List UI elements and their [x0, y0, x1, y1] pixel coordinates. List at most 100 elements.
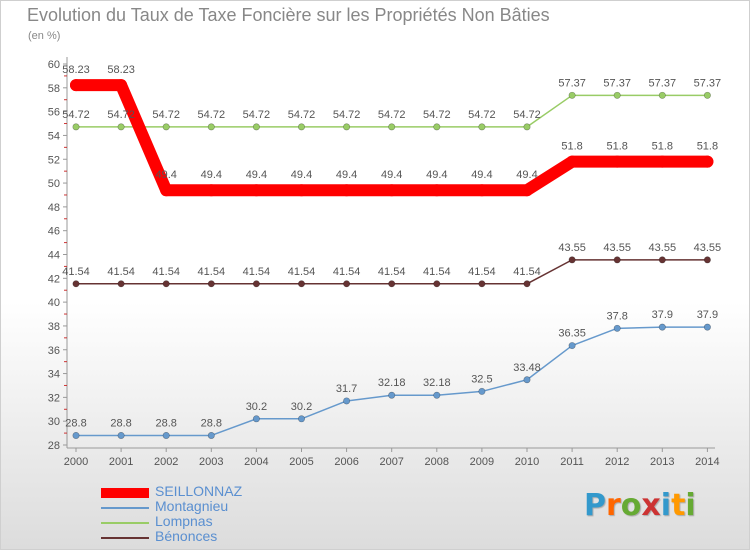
data-label-lompnas-2013: 57.37	[649, 77, 677, 89]
point-b-nonces-2001	[117, 280, 125, 288]
logo-letter: o	[620, 488, 642, 523]
data-label-seillonnaz-2014: 51.8	[697, 141, 718, 153]
point-lompnas-2001	[117, 123, 125, 131]
legend-label-seillonnaz: SEILLONNAZ	[155, 483, 243, 499]
point-lompnas-2003	[207, 123, 215, 131]
point-seillonnaz-2012	[611, 155, 624, 168]
legend-swatch-lompnas	[101, 522, 149, 524]
y-tick-label-28: 28	[48, 440, 60, 452]
point-montagnieu-2011	[568, 342, 576, 350]
point-lompnas-2010	[523, 123, 531, 131]
legend-item-seillonnaz: SEILLONNAZ	[101, 483, 321, 500]
data-label-montagnieu-2011: 36.35	[558, 328, 586, 340]
point-seillonnaz-2014	[701, 155, 714, 168]
point-seillonnaz-2004	[250, 184, 263, 197]
data-label-seillonnaz-2001: 58.23	[107, 64, 135, 76]
point-montagnieu-2004	[252, 415, 260, 423]
y-tick-label-34: 34	[48, 369, 60, 381]
data-label-seillonnaz-2002: 49.4	[155, 169, 176, 181]
point-seillonnaz-2000	[70, 79, 82, 92]
data-label-seillonnaz-2005: 49.4	[291, 169, 312, 181]
data-label-b-nonces-2011: 43.55	[558, 242, 586, 254]
data-label-lompnas-2012: 57.37	[603, 77, 631, 89]
point-montagnieu-2003	[207, 431, 215, 439]
legend-item-lompnas: Lompnas	[101, 513, 321, 530]
data-label-lompnas-2006: 54.72	[333, 109, 361, 121]
data-label-b-nonces-2007: 41.54	[378, 266, 406, 278]
y-tick-label-44: 44	[48, 250, 60, 262]
point-seillonnaz-2009	[475, 184, 488, 197]
point-b-nonces-2012	[613, 256, 621, 264]
data-label-montagnieu-2007: 32.18	[378, 377, 406, 389]
data-label-lompnas-2005: 54.72	[288, 109, 316, 121]
legend-label-lompnas: Lompnas	[155, 513, 213, 529]
point-b-nonces-2010	[523, 280, 531, 288]
logo-letter: t	[671, 488, 686, 523]
point-montagnieu-2000	[72, 431, 80, 439]
x-tick-label-2012: 2012	[605, 456, 629, 468]
data-label-montagnieu-2005: 30.2	[291, 401, 312, 413]
data-label-b-nonces-2001: 41.54	[107, 266, 135, 278]
data-label-lompnas-2001: 54.72	[107, 109, 135, 121]
point-b-nonces-2000	[72, 280, 80, 288]
point-b-nonces-2004	[252, 280, 260, 288]
point-lompnas-2014	[703, 91, 711, 99]
x-tick-label-2001: 2001	[109, 456, 133, 468]
data-label-lompnas-2008: 54.72	[423, 109, 451, 121]
y-tick-label-40: 40	[48, 297, 60, 309]
data-label-b-nonces-2000: 41.54	[62, 266, 90, 278]
point-montagnieu-2005	[297, 415, 305, 423]
data-label-montagnieu-2006: 31.7	[336, 383, 357, 395]
y-tick-label-46: 46	[48, 226, 60, 238]
data-label-seillonnaz-2000: 58.23	[62, 64, 90, 76]
point-lompnas-2013	[658, 91, 666, 99]
data-label-montagnieu-2000: 28.8	[65, 417, 86, 429]
data-label-lompnas-2000: 54.72	[62, 109, 90, 121]
x-tick-label-2000: 2000	[64, 456, 88, 468]
proxiti-logo: Proxiti	[584, 488, 696, 523]
legend-swatch-b-nonces	[101, 537, 149, 539]
x-tick-label-2007: 2007	[379, 456, 403, 468]
data-label-seillonnaz-2004: 49.4	[246, 169, 267, 181]
legend-label-montagnieu: Montagnieu	[155, 498, 229, 514]
data-label-montagnieu-2008: 32.18	[423, 377, 451, 389]
point-montagnieu-2013	[658, 323, 666, 331]
x-tick-label-2014: 2014	[695, 456, 719, 468]
point-lompnas-2011	[568, 91, 576, 99]
logo-letter: x	[641, 488, 661, 523]
data-label-b-nonces-2010: 41.54	[513, 266, 541, 278]
data-label-montagnieu-2003: 28.8	[201, 417, 222, 429]
point-b-nonces-2009	[478, 280, 486, 288]
data-label-b-nonces-2008: 41.54	[423, 266, 451, 278]
data-label-b-nonces-2005: 41.54	[288, 266, 316, 278]
legend-item-b-nonces: Bénonces	[101, 528, 321, 545]
legend-swatch-seillonnaz	[101, 488, 149, 498]
point-b-nonces-2002	[162, 280, 170, 288]
data-label-seillonnaz-2012: 51.8	[606, 141, 627, 153]
data-label-montagnieu-2004: 30.2	[246, 401, 267, 413]
point-lompnas-2006	[343, 123, 351, 131]
x-tick-label-2009: 2009	[470, 456, 494, 468]
x-tick-label-2006: 2006	[334, 456, 358, 468]
data-label-lompnas-2011: 57.37	[558, 77, 586, 89]
point-montagnieu-2009	[478, 387, 486, 395]
data-label-montagnieu-2010: 33.48	[513, 362, 541, 374]
x-tick-label-2005: 2005	[289, 456, 313, 468]
point-seillonnaz-2001	[115, 79, 128, 92]
point-seillonnaz-2013	[656, 155, 669, 168]
chart-title: Evolution du Taux de Taxe Foncière sur l…	[27, 5, 550, 25]
point-seillonnaz-2006	[340, 184, 353, 197]
x-tick-label-2013: 2013	[650, 456, 674, 468]
point-seillonnaz-2010	[521, 184, 533, 197]
x-tick-label-2003: 2003	[199, 456, 223, 468]
point-montagnieu-2006	[343, 397, 351, 405]
y-tick-label-36: 36	[48, 345, 60, 357]
data-label-lompnas-2014: 57.37	[694, 77, 722, 89]
point-b-nonces-2014	[703, 256, 711, 264]
point-b-nonces-2006	[343, 280, 351, 288]
point-seillonnaz-2002	[160, 184, 173, 197]
y-tick-label-60: 60	[48, 59, 60, 71]
point-seillonnaz-2007	[385, 184, 398, 197]
logo-letter: P	[584, 488, 606, 523]
